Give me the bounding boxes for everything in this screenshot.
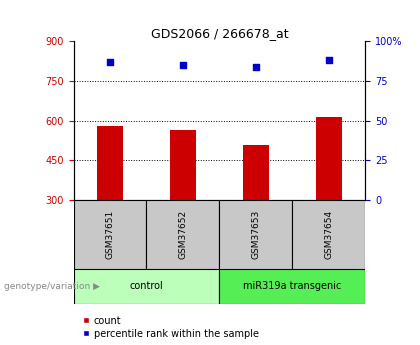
Bar [243, 145, 269, 200]
Legend: count, percentile rank within the sample: count, percentile rank within the sample [79, 312, 263, 343]
Text: miR319a transgenic: miR319a transgenic [243, 282, 341, 291]
Text: GSM37652: GSM37652 [178, 210, 187, 259]
Title: GDS2066 / 266678_at: GDS2066 / 266678_at [151, 27, 288, 40]
Text: control: control [130, 282, 163, 291]
Bar [220, 200, 292, 269]
Bar [170, 130, 196, 200]
Bar [220, 269, 365, 304]
Point [180, 62, 186, 68]
Point [252, 64, 259, 70]
Text: GSM37653: GSM37653 [252, 210, 260, 259]
Bar [74, 200, 147, 269]
Text: genotype/variation ▶: genotype/variation ▶ [4, 282, 100, 291]
Point [107, 59, 113, 65]
Text: GSM37651: GSM37651 [105, 210, 115, 259]
Text: GSM37654: GSM37654 [324, 210, 333, 259]
Bar [97, 126, 123, 200]
Bar [147, 200, 220, 269]
Point [326, 58, 332, 63]
Bar [292, 200, 365, 269]
Bar [316, 117, 342, 200]
Bar [74, 269, 220, 304]
